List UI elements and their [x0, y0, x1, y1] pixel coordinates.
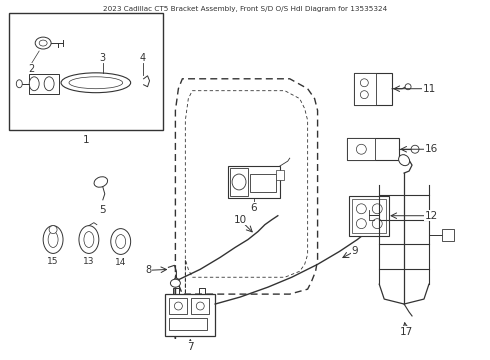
Text: 10: 10 — [233, 215, 246, 225]
Bar — [230, 168, 248, 196]
Ellipse shape — [79, 226, 99, 253]
Text: 7: 7 — [187, 342, 194, 352]
Text: 5: 5 — [99, 205, 106, 215]
Bar — [347, 138, 375, 160]
Ellipse shape — [35, 37, 51, 49]
Ellipse shape — [411, 145, 419, 153]
Bar — [352, 199, 386, 233]
Bar — [354, 73, 376, 105]
Ellipse shape — [29, 77, 39, 91]
Ellipse shape — [111, 229, 131, 255]
Text: 9: 9 — [351, 247, 358, 256]
Ellipse shape — [232, 174, 246, 190]
Ellipse shape — [16, 80, 22, 88]
Ellipse shape — [365, 226, 374, 234]
Text: 1: 1 — [83, 135, 89, 145]
Ellipse shape — [356, 204, 367, 214]
Text: 2: 2 — [28, 64, 34, 74]
Text: 13: 13 — [83, 257, 95, 266]
Text: 2023 Cadillac CT5 Bracket Assembly, Front S/D O/S Hdl Diagram for 13535324: 2023 Cadillac CT5 Bracket Assembly, Fron… — [103, 6, 387, 12]
Bar — [166, 294, 215, 336]
Text: 4: 4 — [140, 53, 146, 63]
Ellipse shape — [372, 219, 382, 229]
Ellipse shape — [356, 219, 367, 229]
Bar — [349, 196, 389, 235]
Ellipse shape — [196, 302, 204, 310]
Ellipse shape — [356, 144, 367, 154]
Text: 3: 3 — [100, 53, 106, 63]
Ellipse shape — [84, 231, 94, 247]
Ellipse shape — [69, 77, 122, 89]
Text: 12: 12 — [424, 211, 438, 221]
Ellipse shape — [48, 231, 58, 247]
Ellipse shape — [94, 177, 108, 187]
Bar — [228, 166, 280, 198]
Text: 8: 8 — [146, 265, 151, 275]
Ellipse shape — [398, 155, 410, 166]
Ellipse shape — [39, 40, 47, 46]
Bar — [354, 73, 392, 105]
Ellipse shape — [171, 279, 180, 287]
Text: 14: 14 — [115, 258, 126, 267]
Text: 17: 17 — [399, 327, 413, 337]
Ellipse shape — [405, 84, 411, 90]
Bar — [191, 298, 209, 314]
Text: 6: 6 — [251, 203, 257, 213]
Ellipse shape — [372, 204, 382, 214]
Bar — [29, 74, 59, 94]
Bar — [170, 298, 187, 314]
Bar — [9, 13, 164, 130]
Bar — [250, 174, 276, 192]
Text: 16: 16 — [424, 144, 438, 154]
Text: 11: 11 — [422, 84, 436, 94]
Ellipse shape — [44, 77, 54, 91]
Ellipse shape — [61, 73, 131, 93]
Bar — [276, 170, 284, 180]
Ellipse shape — [43, 226, 63, 253]
Ellipse shape — [116, 235, 125, 248]
Bar — [170, 318, 207, 330]
Ellipse shape — [360, 91, 368, 99]
Ellipse shape — [49, 226, 57, 234]
Bar — [442, 229, 454, 240]
Text: 15: 15 — [48, 257, 59, 266]
Bar — [347, 138, 399, 160]
Ellipse shape — [173, 278, 179, 284]
Ellipse shape — [360, 79, 368, 87]
Ellipse shape — [174, 302, 182, 310]
